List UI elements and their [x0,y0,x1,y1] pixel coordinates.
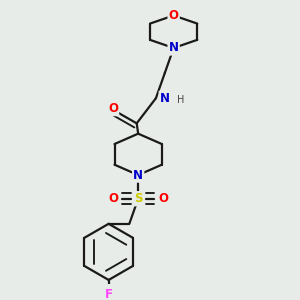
Text: S: S [134,192,142,205]
Text: O: O [108,102,118,115]
Text: N: N [133,169,143,182]
Text: N: N [160,92,170,105]
Text: O: O [169,9,178,22]
Text: F: F [105,288,112,300]
Text: N: N [169,41,178,55]
Text: H: H [177,95,185,105]
Text: O: O [158,192,168,205]
Text: O: O [108,192,118,205]
